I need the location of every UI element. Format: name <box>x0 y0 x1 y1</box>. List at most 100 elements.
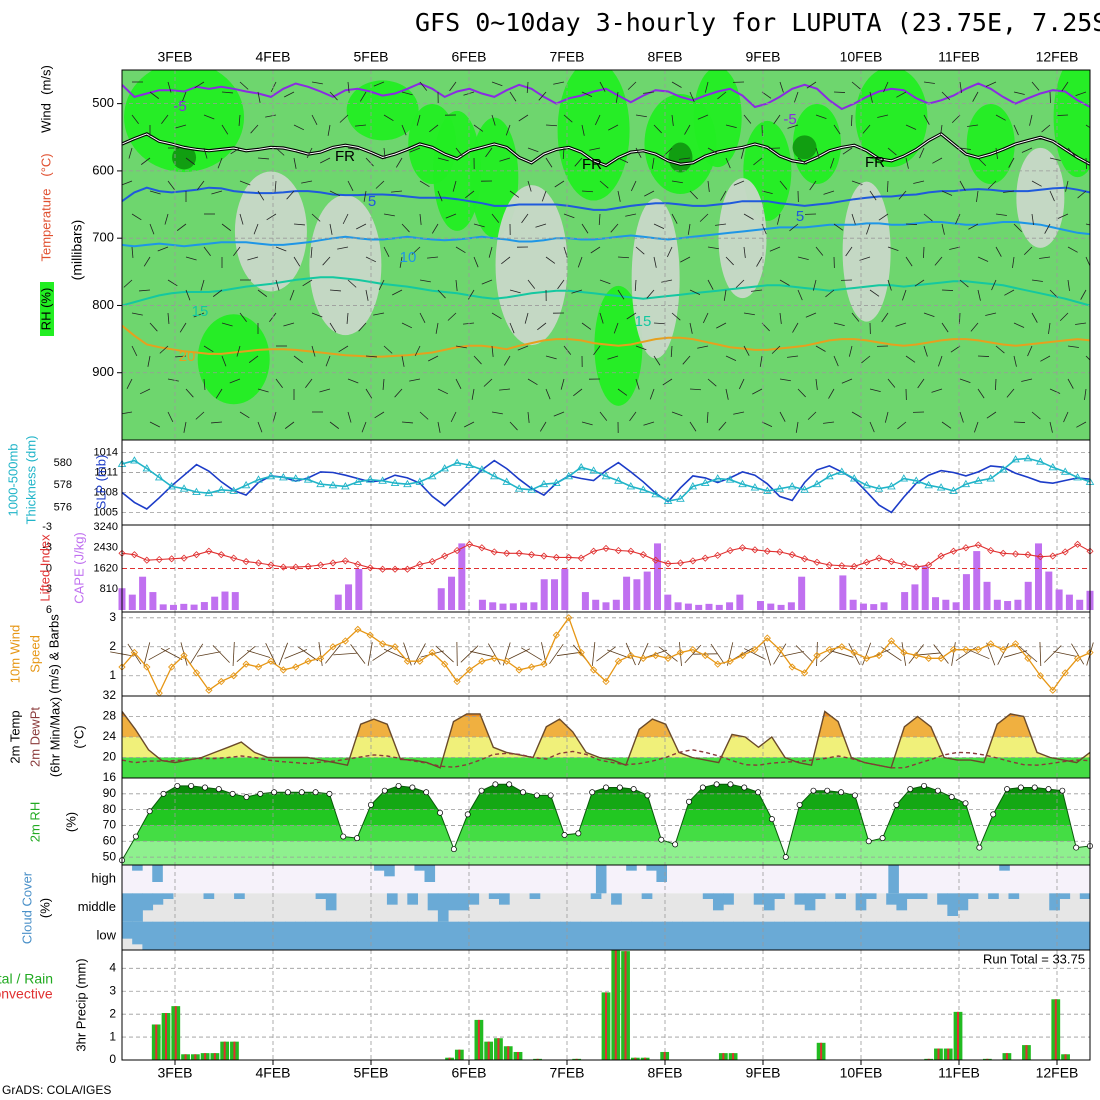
wind-barb <box>284 421 295 429</box>
rh-blob <box>631 198 680 359</box>
wind-barb <box>1084 388 1087 400</box>
rh-marker <box>851 792 858 799</box>
wind-speed-marker <box>664 654 672 662</box>
wind-barb <box>666 246 673 258</box>
contour-label: -5 <box>783 111 796 128</box>
wind-barb <box>752 388 763 395</box>
cape-axis-label: CAPE (J/kg) <box>71 532 86 604</box>
lifted-index-marker <box>143 556 151 564</box>
cloud-low-bar <box>784 921 796 950</box>
surface-wind-barb <box>246 650 271 658</box>
precip-convective-bar <box>957 1011 959 1060</box>
wind-speed-marker <box>316 654 325 662</box>
wind-barb <box>661 279 673 283</box>
wind-barb <box>394 388 403 398</box>
surface-wind-barb <box>197 651 221 657</box>
lifted-tick-label: 0 <box>46 562 52 574</box>
precip-convective-bar <box>1054 999 1057 1060</box>
wind-barb <box>167 312 170 324</box>
wind-barb <box>503 355 511 366</box>
wind-barb <box>329 421 340 429</box>
wind-barb <box>185 388 194 398</box>
wind-barb <box>938 355 943 367</box>
cloud-middle-bar <box>753 893 765 905</box>
wind-barb <box>753 157 763 166</box>
thickness-axis-label: 1000-500mb <box>5 444 20 517</box>
wind-barb <box>1049 157 1061 161</box>
lifted-index-marker <box>540 552 548 560</box>
cloud-middle-bar <box>529 893 541 899</box>
wind-barb <box>896 91 907 98</box>
thickness-marker <box>204 488 214 497</box>
lifted-index-marker <box>428 558 436 566</box>
surface-wind-barb <box>1053 651 1078 657</box>
surface-wind-barb <box>367 642 373 666</box>
wind-barb <box>311 345 316 357</box>
cloud-middle-bar <box>407 893 418 905</box>
wind-barb <box>411 246 421 255</box>
rh-marker <box>464 811 471 818</box>
thickness-marker <box>825 471 834 480</box>
rh-marker <box>229 790 236 797</box>
thickness-marker <box>403 479 412 488</box>
wind-barb <box>987 180 997 190</box>
lifted-index-marker <box>813 558 821 566</box>
cloud-middle-bar <box>1079 893 1091 899</box>
wind-barb <box>491 81 503 87</box>
wind-barb <box>1059 312 1069 322</box>
wind-barb <box>383 147 386 159</box>
contour-label: 5 <box>796 208 804 225</box>
thickness-marker <box>663 496 673 504</box>
wind-barb <box>339 114 349 123</box>
wind-barb <box>445 213 457 219</box>
precip-convective-bar <box>614 950 617 1060</box>
lifted-index-marker <box>366 564 374 572</box>
wind-barb <box>902 289 907 301</box>
lifted-index-marker <box>788 551 796 559</box>
wind-barb <box>447 312 457 321</box>
bottom-date-label: 8FEB <box>647 1065 682 1081</box>
cloud-middle-bar <box>947 893 959 916</box>
wind-barb <box>221 91 233 94</box>
cape-bar <box>664 594 672 610</box>
surface-wind-barb <box>901 642 907 666</box>
cape-tick-label: 810 <box>100 583 118 595</box>
wind-barb <box>635 345 647 351</box>
wind-barb <box>509 289 521 294</box>
wind-barb <box>322 256 331 266</box>
wind-barb <box>131 213 142 221</box>
wind-barb <box>905 355 916 363</box>
wind-barb <box>959 147 971 150</box>
wind-barb <box>917 378 925 389</box>
cloud-middle-bar <box>499 893 510 905</box>
wind-barb <box>437 190 443 202</box>
thickness-marker <box>887 482 896 490</box>
thickness-marker <box>614 476 623 484</box>
wind-barb <box>509 421 518 431</box>
surface-wind-barb <box>460 645 479 663</box>
lifted-index-marker <box>714 551 722 559</box>
lifted-index-marker <box>652 556 660 564</box>
surface-wind-barb <box>1044 645 1062 663</box>
wind-barb <box>203 147 208 159</box>
wind-barb <box>499 157 511 162</box>
wind-barb <box>491 312 502 320</box>
wind-barb <box>806 81 817 89</box>
wind-speed-marker <box>862 654 871 662</box>
wind-barb <box>931 388 943 393</box>
cloud-band-label: low <box>96 927 116 942</box>
wind-barb <box>635 246 645 255</box>
wind-barb <box>481 279 493 285</box>
wind-barb <box>539 421 547 432</box>
wind-barb <box>887 279 892 291</box>
cape-bar <box>581 592 589 610</box>
wind-barb <box>374 411 385 419</box>
cape-bar <box>798 576 806 610</box>
lifted-index-marker <box>738 544 747 552</box>
rh-blob <box>792 135 817 160</box>
wind-barb <box>877 114 889 118</box>
wind-barb <box>215 388 223 399</box>
lifted-index-marker <box>800 555 809 563</box>
wind-speed-marker <box>168 663 176 671</box>
